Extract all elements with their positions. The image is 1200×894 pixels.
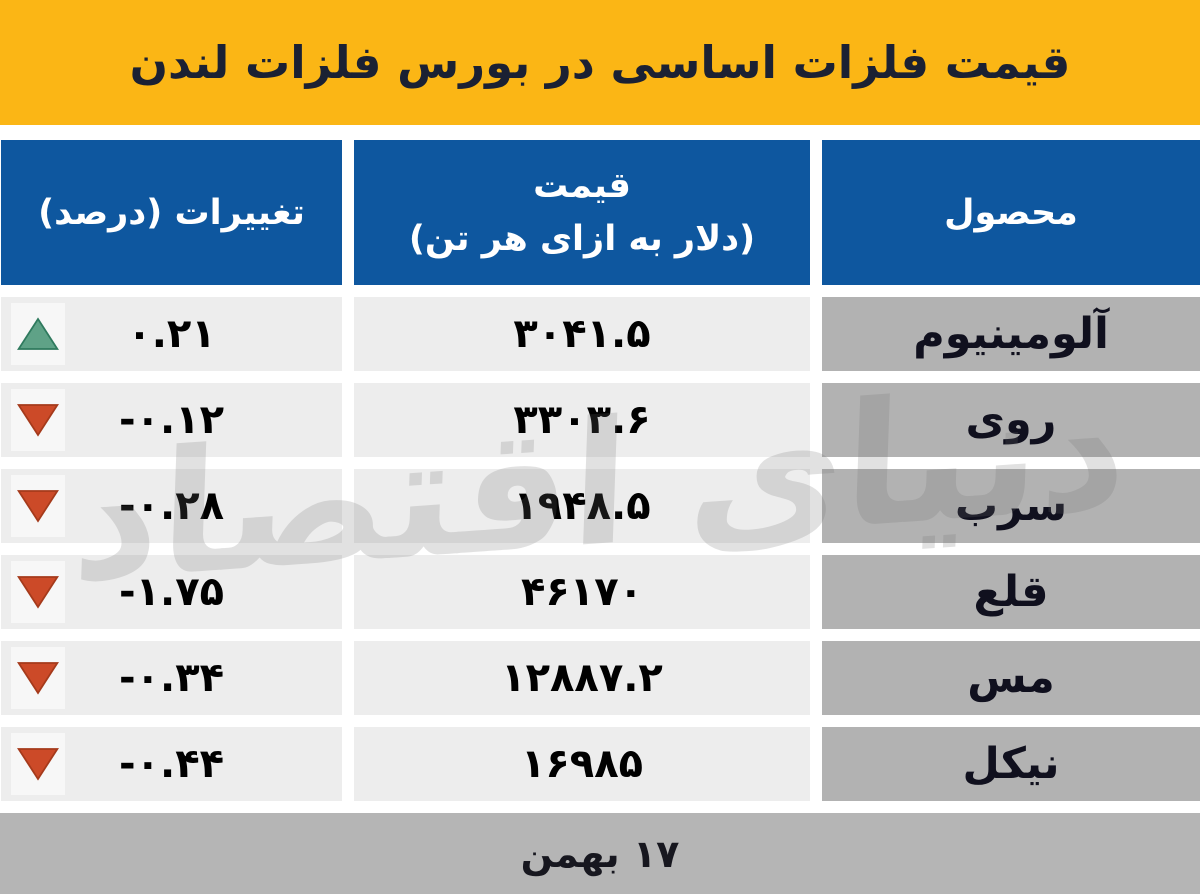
price-cell: ۱۶۹۸۵ — [354, 727, 810, 801]
title-banner: قیمت فلزات اساسی در بورس فلزات لندن — [0, 0, 1200, 125]
price-cell: ۴۶۱۷۰ — [354, 555, 810, 629]
price-value: ۴۶۱۷۰ — [520, 569, 644, 615]
price-value: ۱۶۹۸۵ — [520, 741, 644, 787]
change-value: -۰.۳۴ — [118, 655, 225, 701]
price-value: ۱۲۸۸۷.۲ — [501, 655, 663, 701]
change-value: -۰.۲۸ — [118, 483, 225, 529]
price-column-header: قیمت (دلار به ازای هر تن) — [354, 140, 810, 285]
change-cell: -۰.۴۴ — [1, 727, 342, 801]
product-cell: روی — [822, 383, 1200, 457]
up-triangle-icon — [11, 303, 65, 365]
down-triangle-icon — [11, 647, 65, 709]
change-value: -۰.۱۲ — [118, 397, 225, 443]
change-value: -۰.۴۴ — [118, 741, 225, 787]
product-cell: مس — [822, 641, 1200, 715]
price-cell: ۱۹۴۸.۵ — [354, 469, 810, 543]
price-cell: ۳۳۰۳.۶ — [354, 383, 810, 457]
page-title: قیمت فلزات اساسی در بورس فلزات لندن — [129, 36, 1071, 89]
date-label: ۱۷ بهمن — [520, 831, 680, 876]
price-value: ۳۰۴۱.۵ — [513, 311, 651, 357]
metals-price-table: محصول قیمت (دلار به ازای هر تن) تغییرات … — [0, 140, 1200, 801]
product-column-header: محصول — [822, 140, 1200, 285]
change-column-header: تغییرات (درصد) — [1, 140, 342, 285]
price-cell: ۳۰۴۱.۵ — [354, 297, 810, 371]
price-value: ۱۹۴۸.۵ — [513, 483, 651, 529]
change-value: -۱.۷۵ — [118, 569, 225, 615]
price-cell: ۱۲۸۸۷.۲ — [354, 641, 810, 715]
change-cell: -۱.۷۵ — [1, 555, 342, 629]
product-cell: قلع — [822, 555, 1200, 629]
change-cell: -۰.۱۲ — [1, 383, 342, 457]
product-cell: آلومینیوم — [822, 297, 1200, 371]
date-footer: ۱۷ بهمن — [0, 813, 1200, 894]
price-header-line2: (دلار به ازای هر تن) — [408, 218, 756, 259]
down-triangle-icon — [11, 475, 65, 537]
product-cell: نیکل — [822, 727, 1200, 801]
down-triangle-icon — [11, 733, 65, 795]
down-triangle-icon — [11, 561, 65, 623]
change-value: ۰.۲۱ — [127, 311, 216, 357]
price-value: ۳۳۰۳.۶ — [513, 397, 651, 443]
price-header-line1: قیمت — [533, 165, 631, 206]
down-triangle-icon — [11, 389, 65, 451]
product-cell: سرب — [822, 469, 1200, 543]
change-cell: -۰.۳۴ — [1, 641, 342, 715]
change-cell: ۰.۲۱ — [1, 297, 342, 371]
change-cell: -۰.۲۸ — [1, 469, 342, 543]
